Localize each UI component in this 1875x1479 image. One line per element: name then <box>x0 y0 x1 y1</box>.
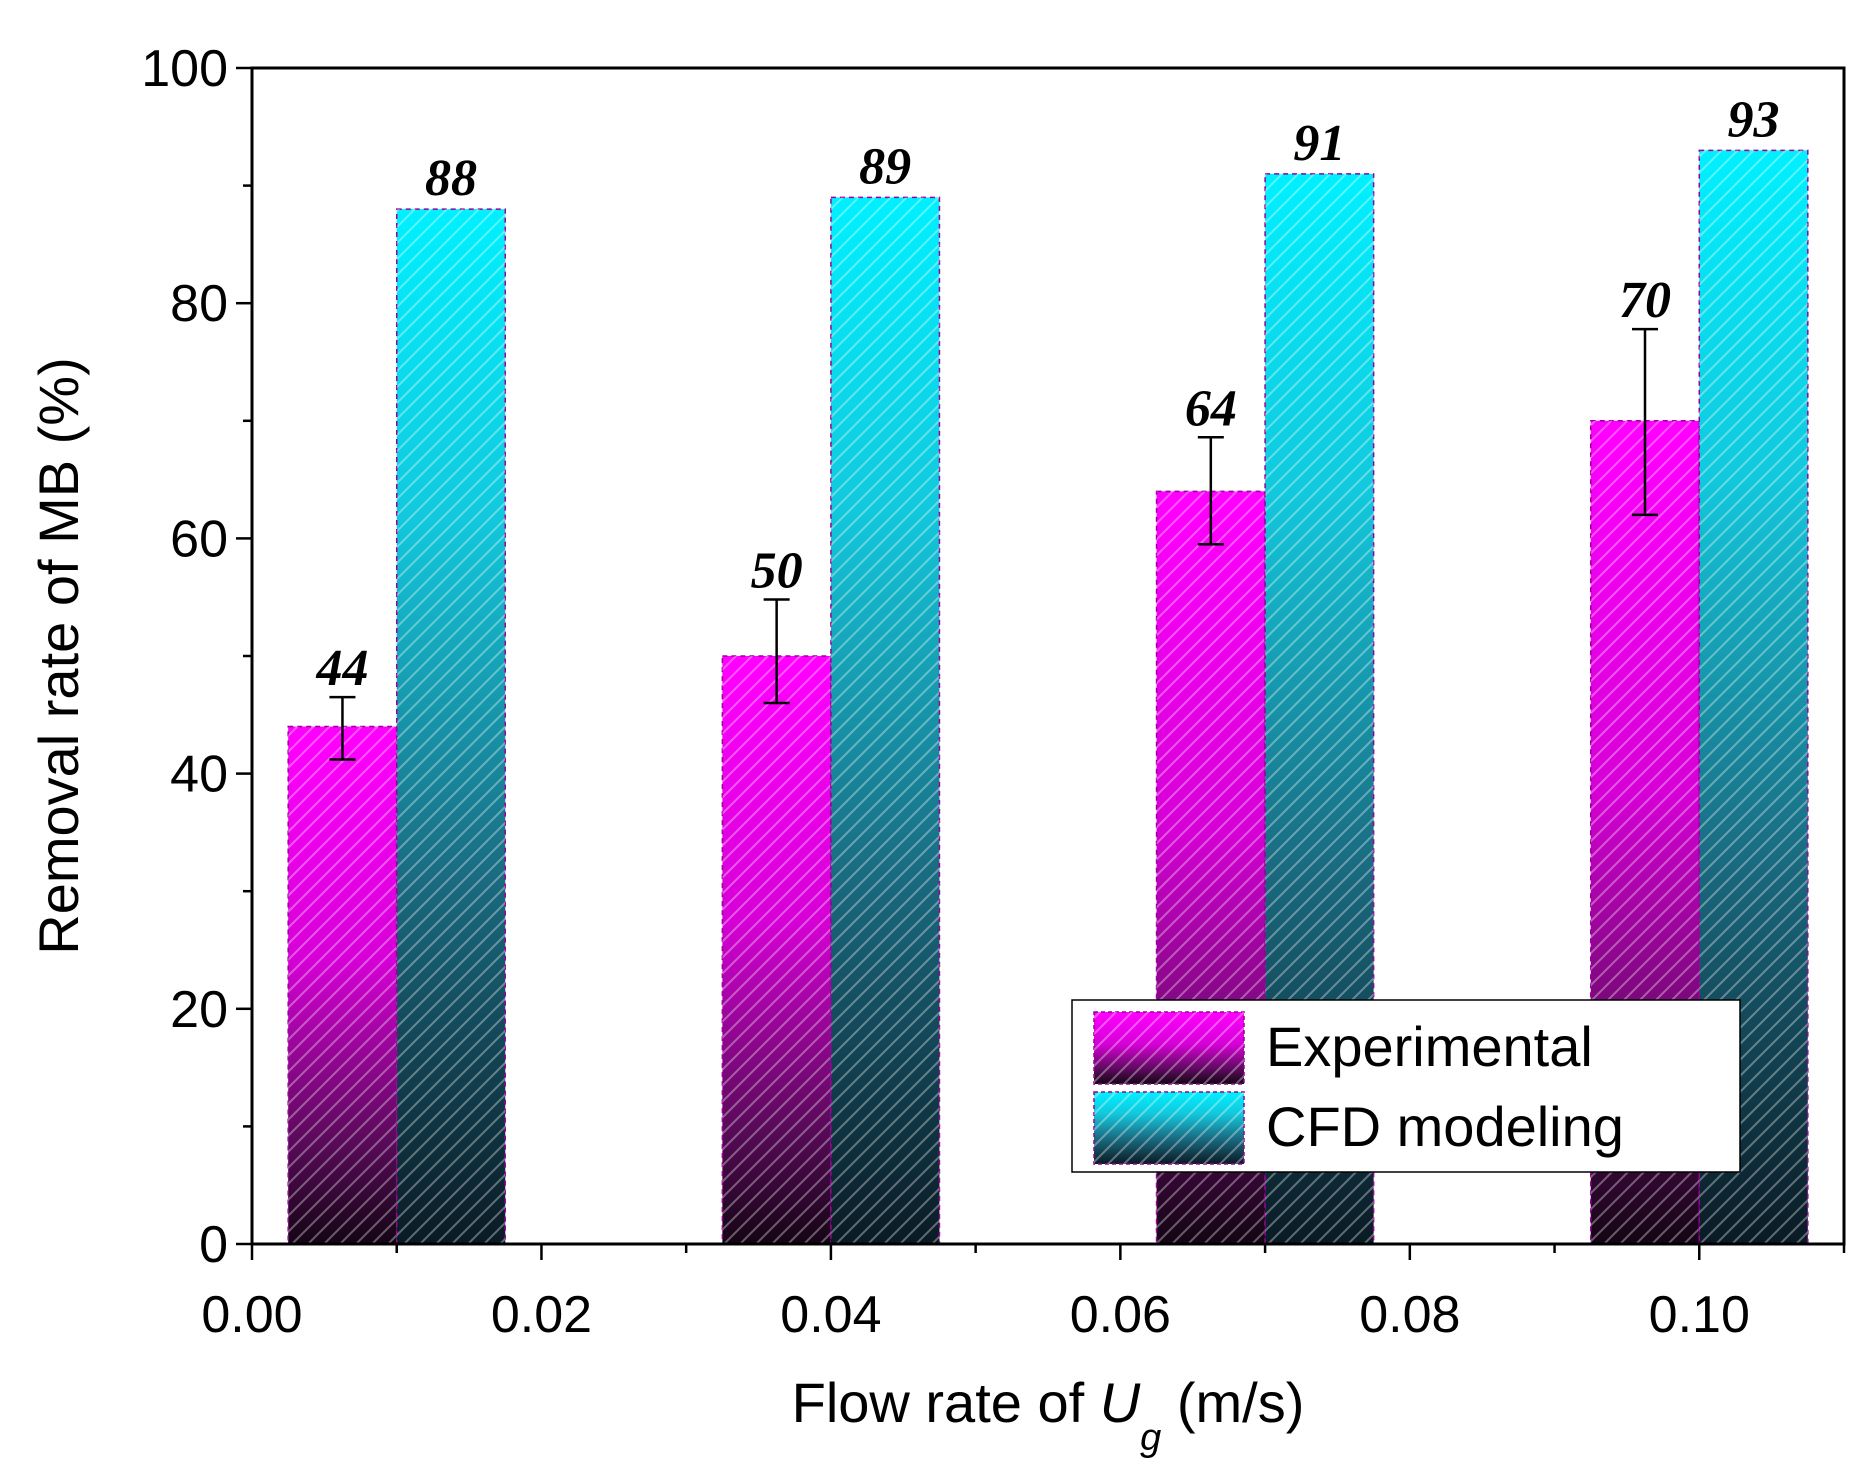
legend: Experimental CFD modeling <box>1071 999 1741 1173</box>
x-axis-title-subscript: g <box>1140 1417 1161 1459</box>
y-axis-ticks: 0 20 40 60 80 100 <box>141 40 252 1274</box>
x-tick-label-1: 0.02 <box>491 1286 592 1344</box>
x-tick-label-0: 0.00 <box>201 1286 302 1344</box>
data-label-cfd-1: 89 <box>859 138 911 195</box>
data-label-experimental-2: 64 <box>1185 380 1237 437</box>
data-label-experimental-1: 50 <box>751 543 803 600</box>
legend-swatch-experimental-hatch <box>1094 1012 1244 1084</box>
data-label-experimental-0: 44 <box>315 640 368 697</box>
bar-hatch-experimental-1 <box>722 656 831 1244</box>
data-label-cfd-2: 91 <box>1293 115 1345 172</box>
bar-hatch-cfd-0 <box>396 209 506 1244</box>
data-label-cfd-3: 93 <box>1728 91 1780 148</box>
legend-label-experimental: Experimental <box>1266 1015 1593 1078</box>
x-axis-ticks: 0.00 0.02 0.04 0.06 0.08 0.10 <box>201 1244 1846 1344</box>
bar-hatch-experimental-0 <box>288 726 397 1244</box>
y-tick-label-1: 20 <box>170 981 228 1039</box>
y-tick-label-0: 0 <box>199 1216 228 1274</box>
x-axis-title: Flow rate of Ug (m/s) <box>792 1371 1305 1459</box>
y-axis-title: Removal rate of MB (%) <box>27 357 90 955</box>
legend-label-cfd: CFD modeling <box>1266 1095 1624 1158</box>
x-axis-title-prefix: Flow rate of <box>792 1371 1100 1434</box>
x-tick-label-4: 0.08 <box>1359 1286 1460 1344</box>
x-tick-label-3: 0.06 <box>1070 1286 1171 1344</box>
data-label-cfd-0: 88 <box>425 150 477 207</box>
y-tick-label-2: 40 <box>170 746 228 804</box>
x-axis-title-suffix: (m/s) <box>1161 1371 1304 1434</box>
y-tick-label-5: 100 <box>141 40 228 98</box>
legend-swatch-cfd-hatch <box>1094 1092 1244 1164</box>
data-label-experimental-3: 70 <box>1619 272 1671 329</box>
x-axis-title-variable: U <box>1100 1371 1141 1434</box>
bar-hatch-cfd-1 <box>830 197 940 1245</box>
error-bars <box>329 327 1658 761</box>
data-labels: 44 88 50 89 64 91 70 93 <box>315 91 1779 697</box>
y-tick-label-4: 80 <box>170 275 228 333</box>
x-tick-label-5: 0.10 <box>1649 1286 1750 1344</box>
y-tick-label-3: 60 <box>170 510 228 568</box>
x-tick-label-2: 0.04 <box>780 1286 881 1344</box>
